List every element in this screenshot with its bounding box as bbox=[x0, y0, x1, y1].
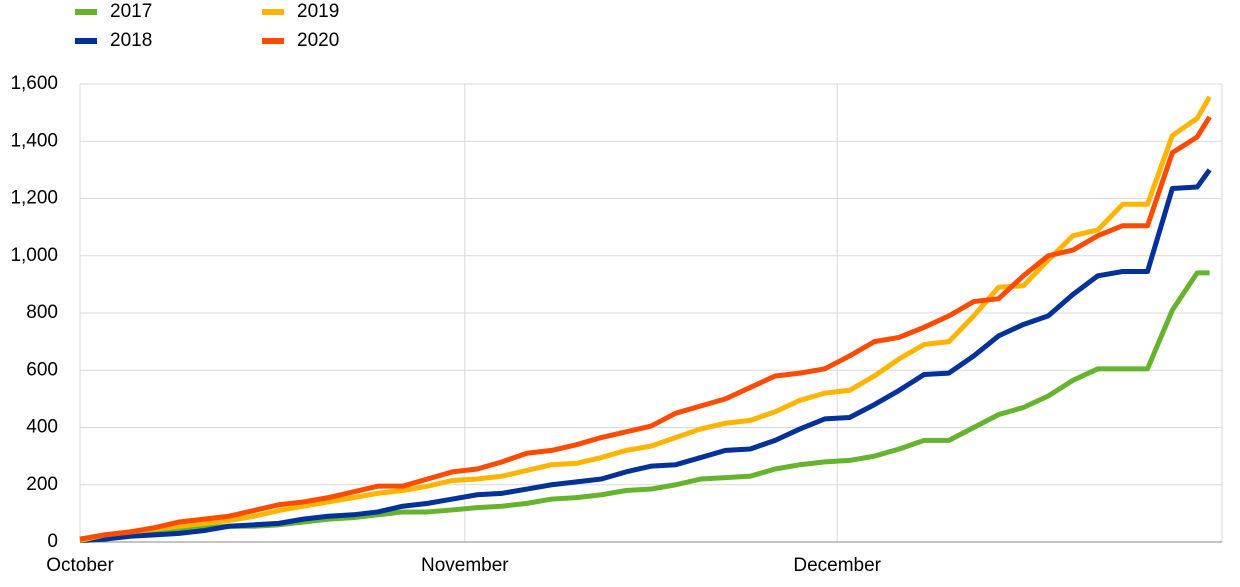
legend-label: 2017 bbox=[110, 1, 152, 22]
legend-label: 2018 bbox=[110, 30, 152, 51]
y-tick-label: 800 bbox=[26, 302, 58, 323]
y-tick-label: 400 bbox=[26, 417, 58, 438]
y-tick-label: 1,200 bbox=[10, 188, 58, 209]
x-tick-label: December bbox=[793, 555, 881, 576]
y-tick-label: 600 bbox=[26, 359, 58, 380]
x-tick-label: October bbox=[46, 555, 114, 576]
y-tick-label: 200 bbox=[26, 474, 58, 495]
y-tick-label: 0 bbox=[47, 531, 58, 552]
y-tick-label: 1,000 bbox=[10, 245, 58, 266]
series-line bbox=[79, 168, 1212, 544]
y-tick-label: 1,400 bbox=[10, 130, 58, 151]
x-tick-label: November bbox=[421, 555, 509, 576]
legend-label: 2020 bbox=[297, 30, 339, 51]
legend-label: 2019 bbox=[297, 1, 339, 22]
y-tick-label: 1,600 bbox=[10, 73, 58, 94]
series-line bbox=[79, 115, 1212, 542]
series-line bbox=[79, 95, 1212, 544]
